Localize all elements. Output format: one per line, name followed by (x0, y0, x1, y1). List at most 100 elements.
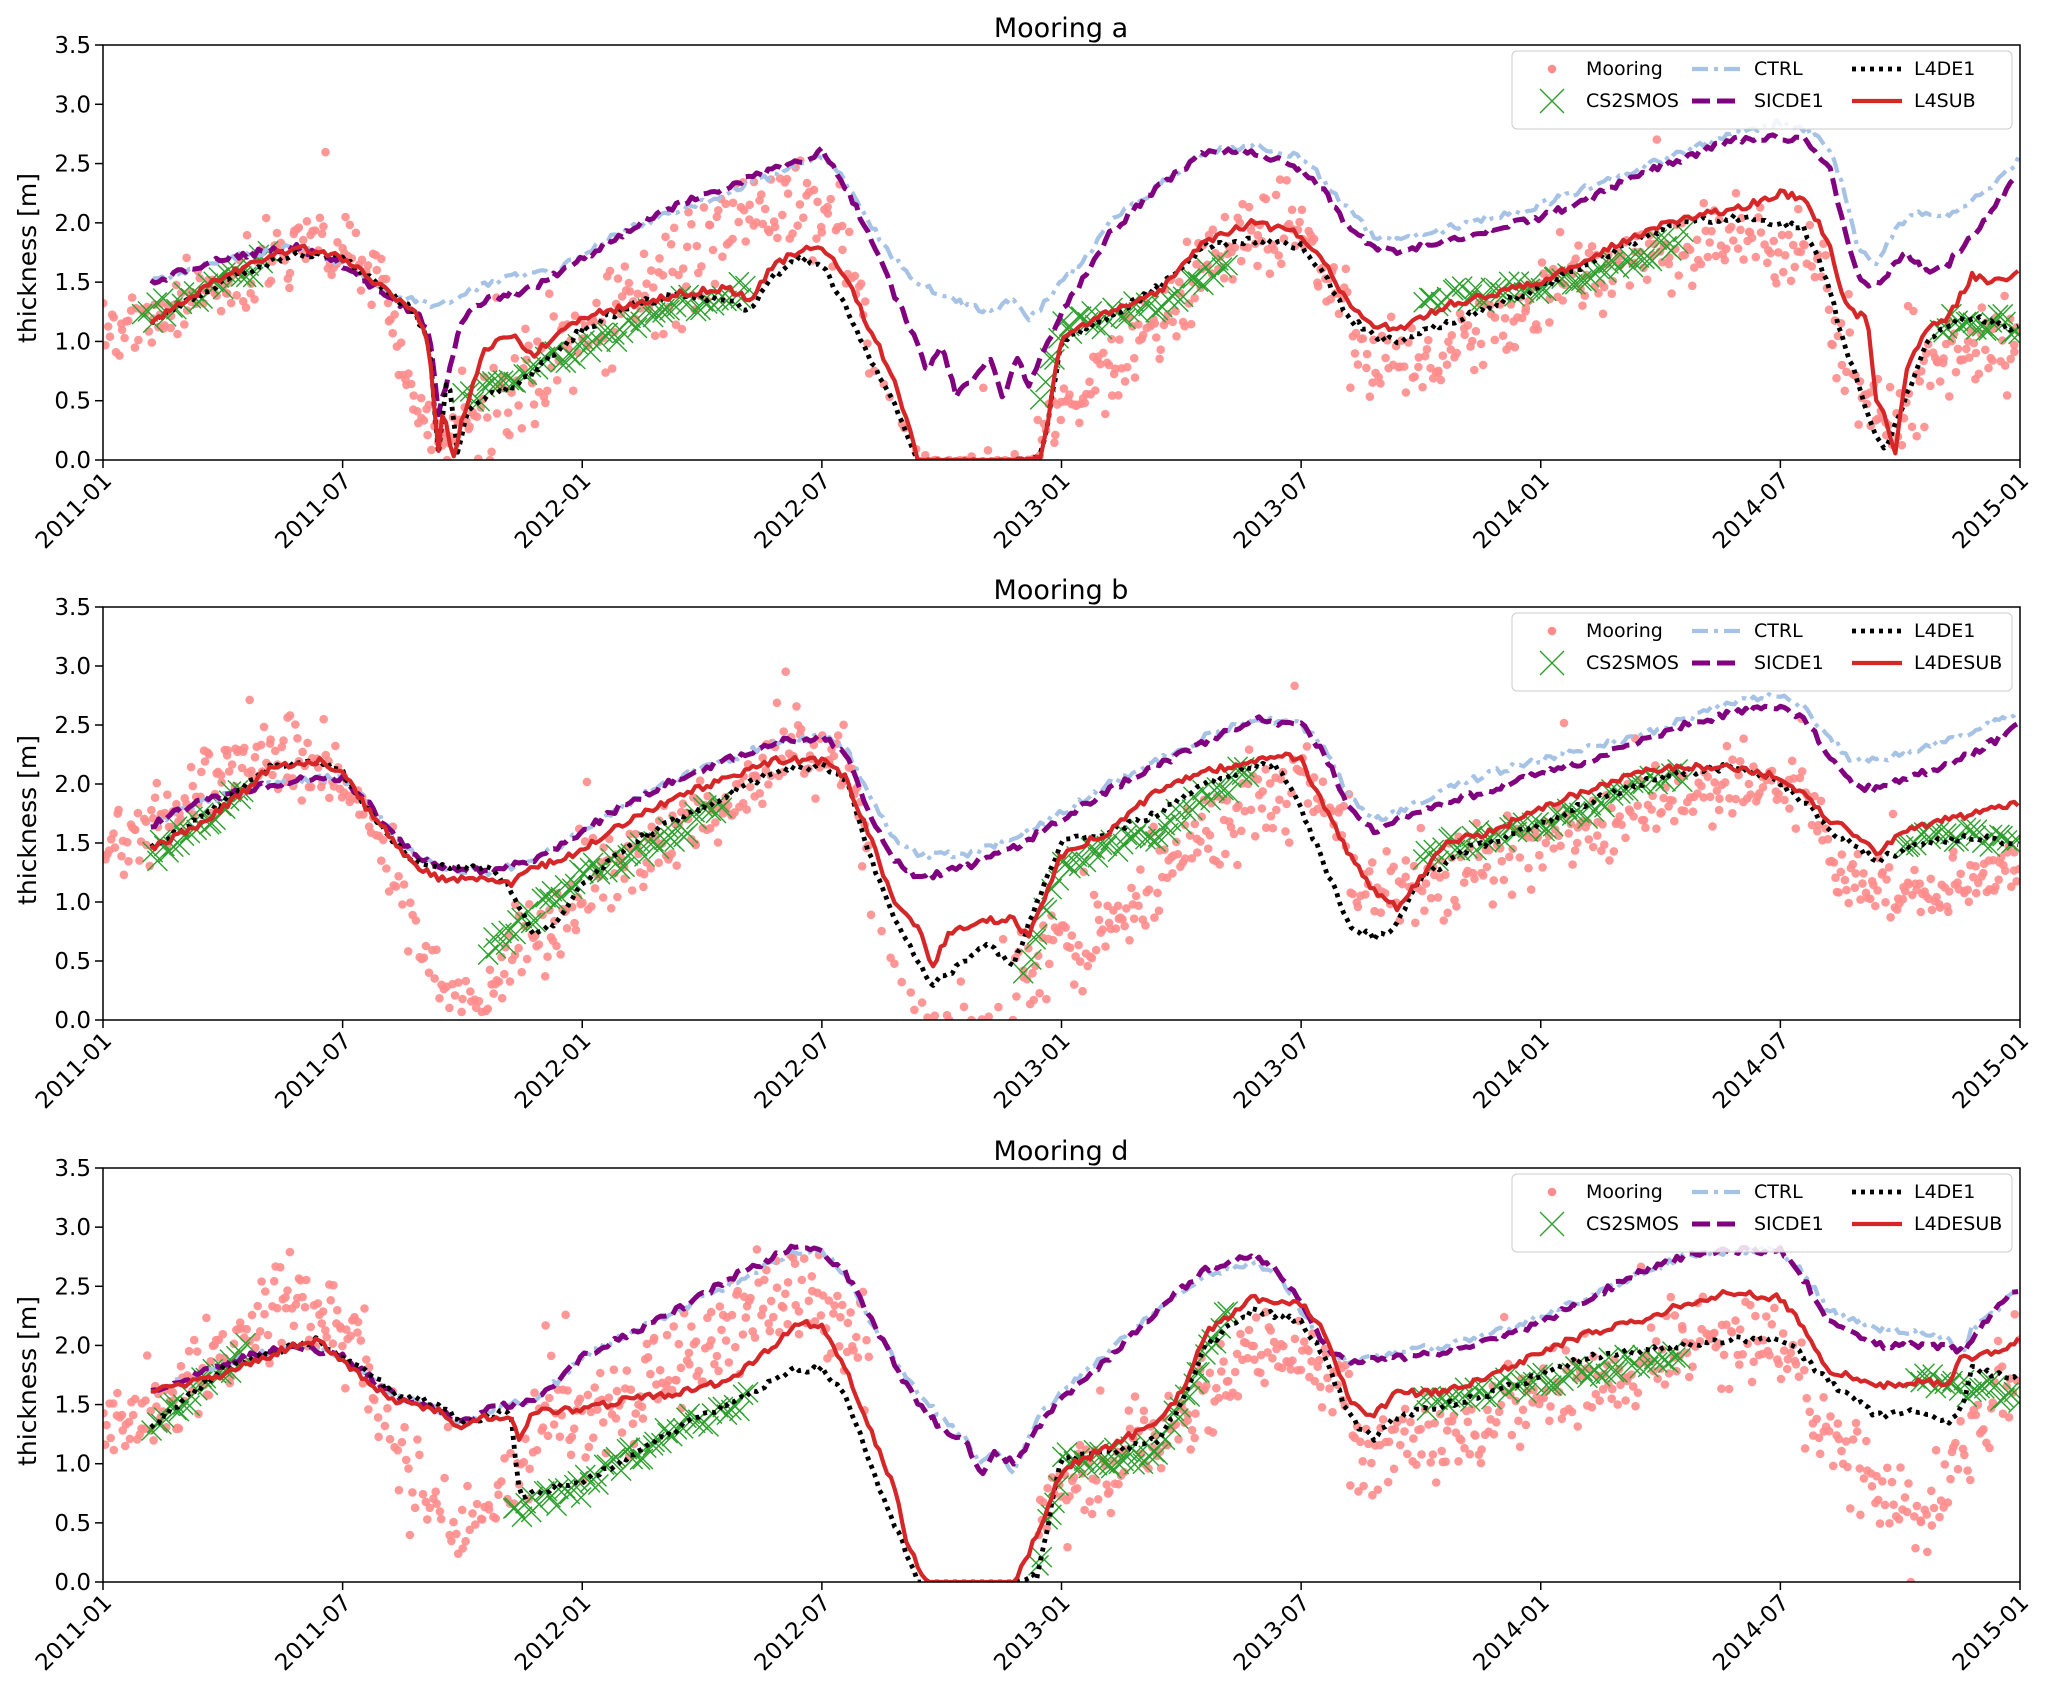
mooring-point (385, 1434, 395, 1444)
mooring-point (760, 1275, 769, 1285)
mooring-point (471, 1520, 480, 1529)
cs2smos-marker (570, 1487, 592, 1509)
mooring-point (1707, 226, 1716, 236)
mooring-point (1956, 1416, 1965, 1426)
cs2smos-marker (589, 331, 611, 353)
mooring-point (1625, 281, 1635, 290)
mooring-point (1263, 1348, 1272, 1357)
mooring-point (655, 1365, 665, 1375)
mooring-point (356, 1336, 366, 1345)
mooring-point (890, 959, 899, 968)
mooring-point (457, 366, 467, 376)
mooring-point (781, 1289, 790, 1299)
mooring-point (1848, 859, 1858, 869)
mooring-point (1714, 805, 1724, 815)
mooring-point (1243, 243, 1252, 252)
mooring-point (807, 1272, 817, 1281)
mooring-point (580, 837, 590, 846)
mooring-point (285, 268, 295, 278)
mooring-point (1621, 833, 1630, 843)
mooring-point (1537, 258, 1547, 267)
mooring-point (1629, 812, 1638, 821)
mooring-point (123, 838, 132, 847)
mooring-point (633, 289, 642, 299)
mooring-point (1398, 879, 1407, 889)
mooring-point (1470, 365, 1479, 375)
y-tick-label: 0.0 (54, 1008, 91, 1034)
mooring-point (923, 1013, 932, 1020)
mooring-point (494, 977, 504, 986)
mooring-point (109, 313, 118, 322)
cs2smos-marker (1147, 1443, 1169, 1465)
x-tick-label: 2015-01 (1948, 1028, 2034, 1114)
mooring-point (1139, 1415, 1149, 1425)
mooring-point (421, 941, 431, 951)
mooring-point (188, 781, 198, 791)
mooring-point (1358, 1457, 1367, 1466)
mooring-point (532, 1445, 542, 1455)
mooring-point (669, 1322, 678, 1331)
mooring-point (1973, 1400, 1983, 1410)
x-tick-label: 2013-07 (1229, 1590, 1315, 1676)
mooring-point (1696, 259, 1706, 269)
mooring-point (432, 1499, 442, 1508)
mooring-point (687, 1322, 696, 1331)
mooring-point (694, 268, 703, 278)
mooring-point (103, 298, 108, 308)
mooring-point (1805, 1407, 1814, 1417)
mooring-point (1409, 1434, 1418, 1443)
mooring-point (1518, 1405, 1528, 1415)
mooring-point (846, 1308, 855, 1317)
mooring-point (1826, 1412, 1835, 1421)
mooring-point (1722, 1320, 1731, 1329)
mooring-point (1871, 901, 1880, 911)
mooring-point (255, 1327, 265, 1336)
mooring-point (242, 230, 252, 240)
mooring-point (1965, 353, 1974, 362)
mooring-point (1935, 1512, 1944, 1522)
mooring-point (1550, 825, 1560, 834)
mooring-point (1800, 240, 1809, 250)
legend-box (1511, 50, 2013, 130)
y-tick-label: 2.0 (54, 772, 91, 798)
mooring-point (242, 1324, 251, 1334)
x-tick-label: 2014-07 (1708, 1590, 1794, 1676)
mooring-point (1728, 809, 1737, 818)
mooring-point (555, 1432, 565, 1441)
mooring-point (1478, 871, 1488, 880)
mooring-point (2007, 882, 2016, 891)
mooring-point (1881, 898, 1890, 907)
cs2smos-marker (1595, 261, 1617, 283)
mooring-point (1570, 846, 1580, 855)
mooring-point (1346, 1481, 1355, 1490)
mooring-point (394, 872, 403, 881)
mooring-point (1779, 267, 1788, 277)
mooring-point (142, 1351, 152, 1360)
cs2smos-marker (1048, 327, 1070, 349)
mooring-point (818, 1291, 828, 1300)
mooring-point (587, 902, 596, 911)
cs2smos-marker (1594, 796, 1616, 818)
legend-label: L4DE1 (1914, 58, 1975, 80)
mooring-point (202, 1313, 211, 1323)
mooring-point (406, 898, 415, 907)
mooring-point (626, 1385, 636, 1394)
mooring-point (1168, 869, 1177, 878)
mooring-point (1463, 1417, 1473, 1427)
mooring-point (1988, 356, 1997, 365)
mooring-point (237, 763, 247, 773)
cs2smos-marker (1948, 316, 1970, 338)
mooring-point (1725, 794, 1734, 803)
cs2smos-marker (596, 861, 618, 883)
mooring-point (525, 900, 534, 909)
mooring-point (1376, 908, 1386, 917)
mooring-point (563, 1386, 572, 1395)
mooring-point (1715, 794, 1724, 803)
mooring-point (1573, 1422, 1582, 1431)
mooring-point (783, 1319, 792, 1329)
mooring-point (103, 322, 113, 331)
mooring-point (400, 1422, 409, 1432)
cs2smos-marker (1217, 254, 1239, 276)
mooring-point (1795, 773, 1805, 783)
mooring-point (1059, 384, 1069, 393)
